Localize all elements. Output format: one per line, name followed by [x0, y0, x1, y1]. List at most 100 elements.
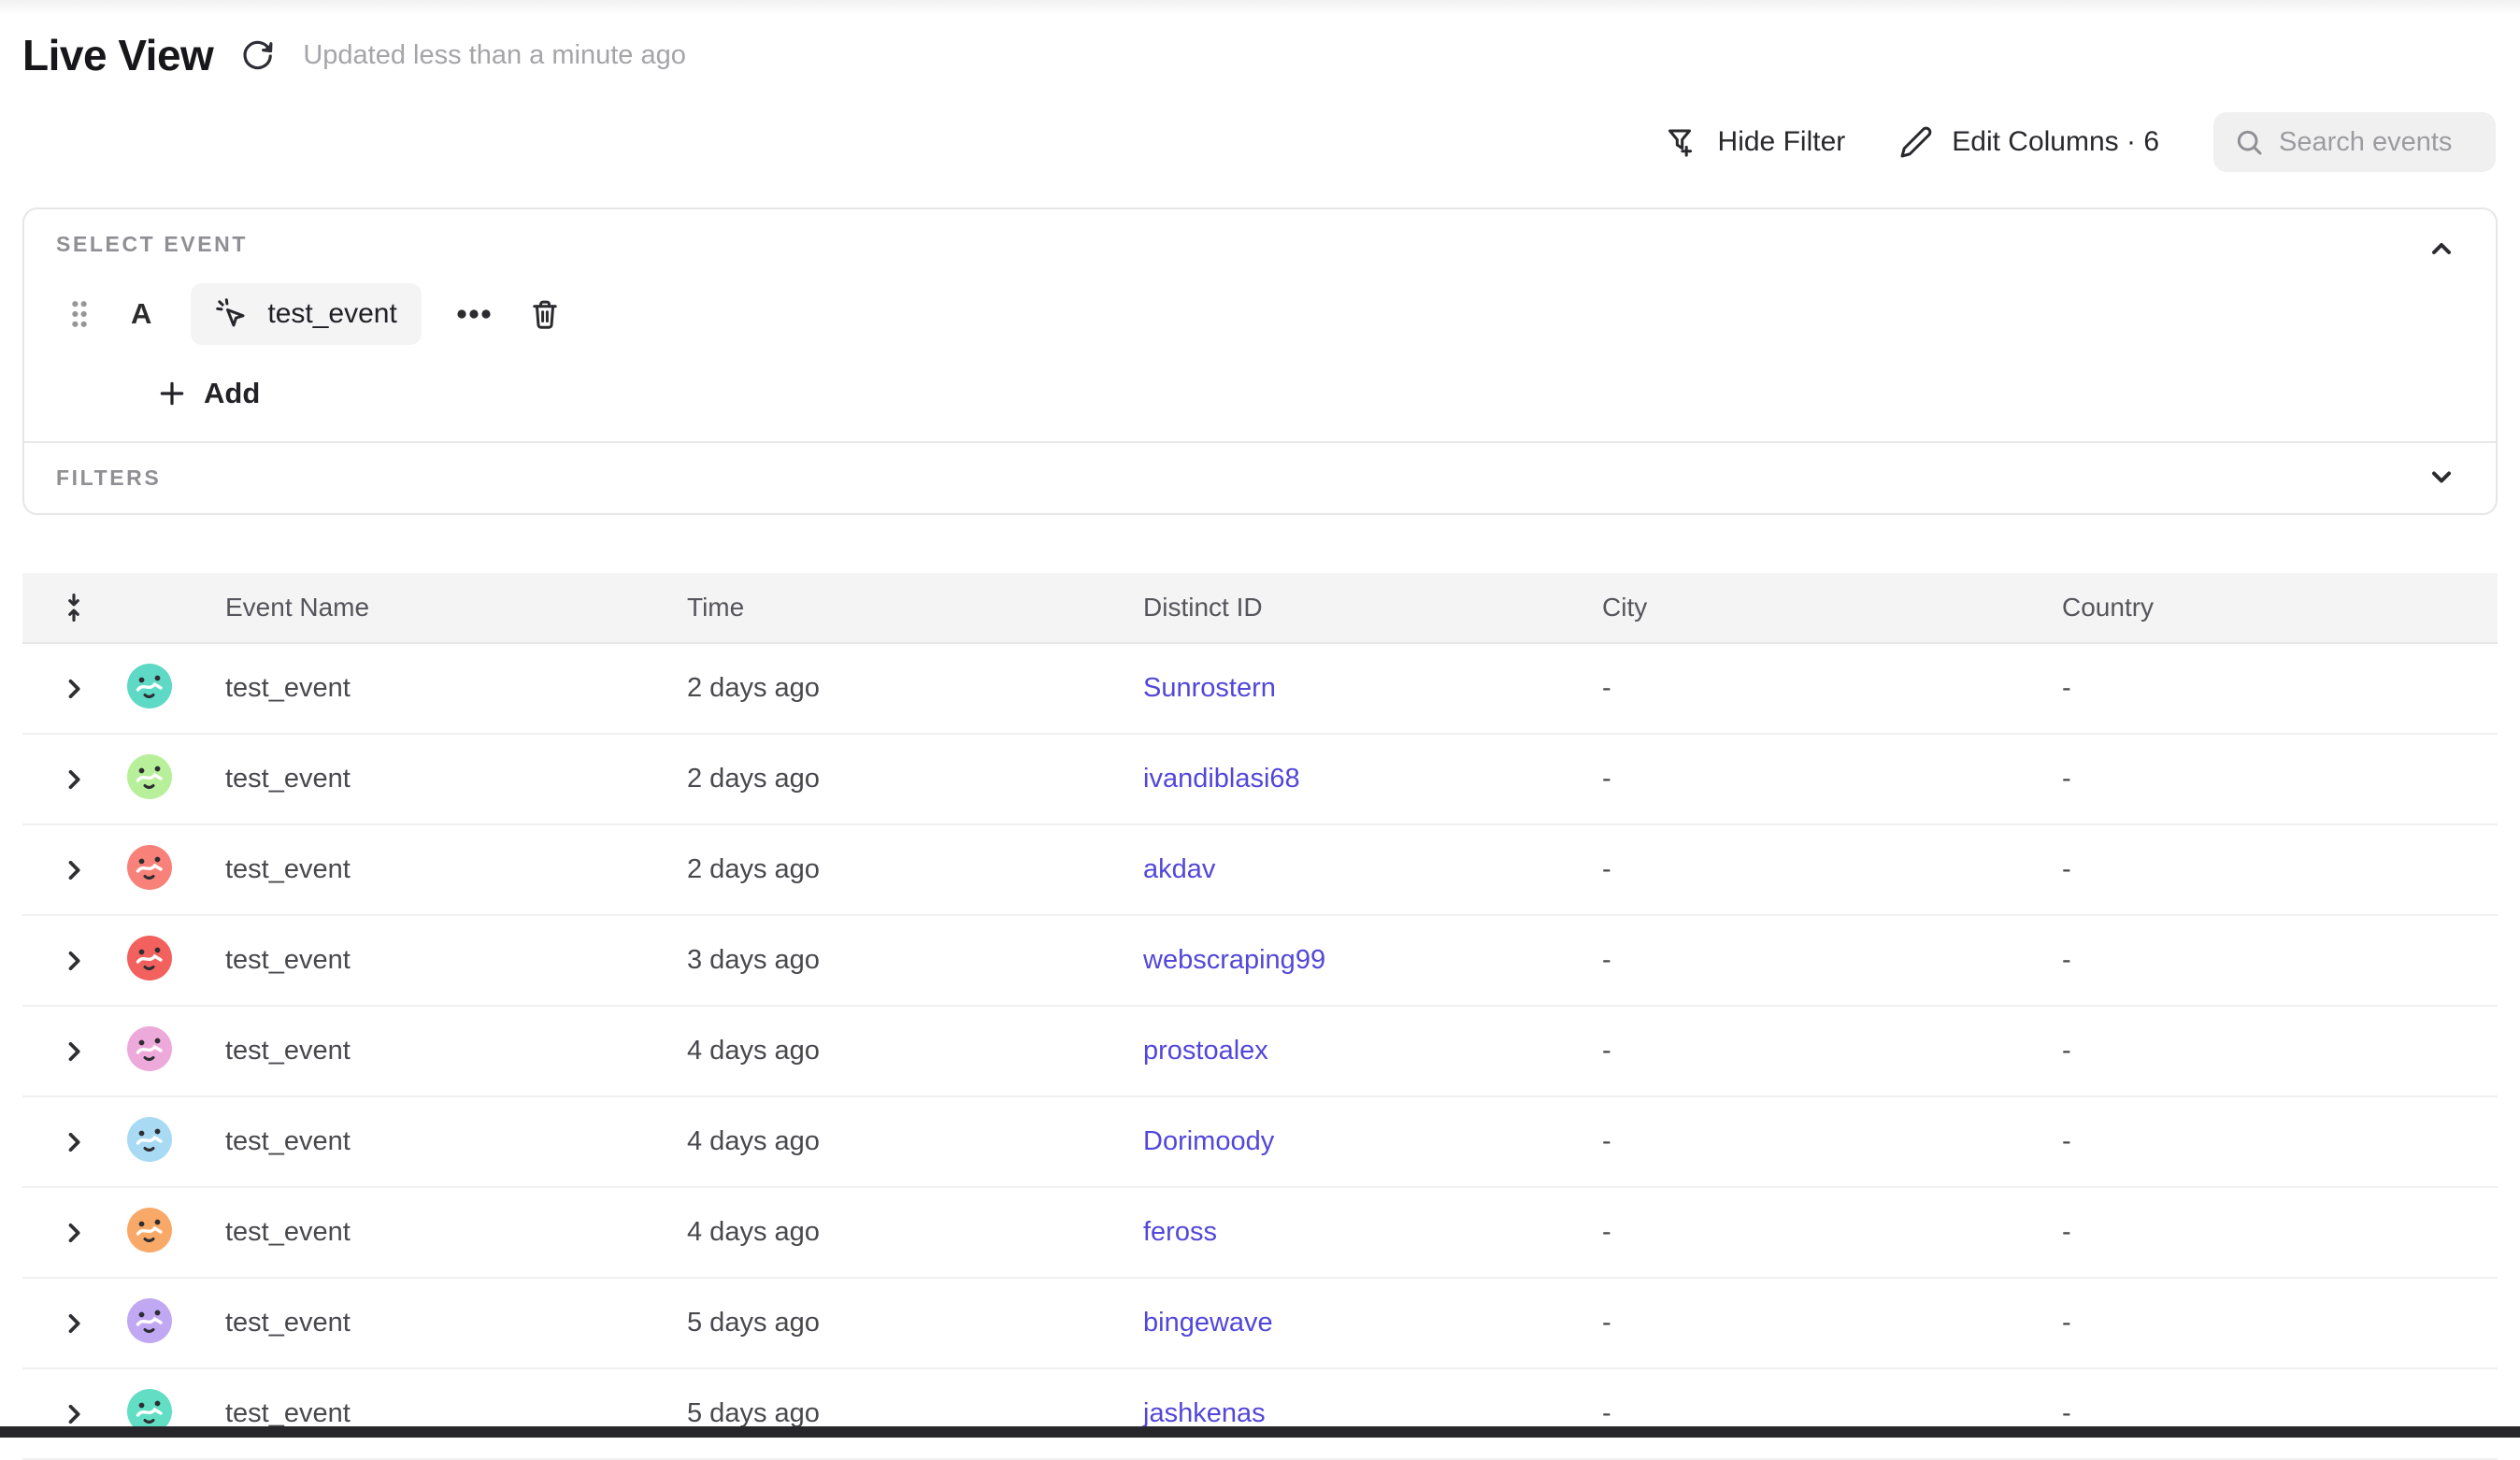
distinct-id-link[interactable]: feross: [1143, 1217, 1217, 1247]
city-cell: -: [1602, 945, 1611, 975]
row-expander-button[interactable]: [61, 766, 87, 793]
chevron-up-icon: [2427, 234, 2456, 264]
add-button-label: Add: [204, 377, 261, 409]
row-expander-button[interactable]: [61, 857, 87, 883]
edit-columns-label: Edit Columns · 6: [1952, 126, 2159, 157]
distinct-id-link[interactable]: ivandiblasi68: [1143, 764, 1300, 794]
distinct-id-link[interactable]: akdav: [1143, 854, 1216, 884]
select-event-label: SELECT EVENT: [56, 232, 249, 256]
toolbar: Hide Filter Edit Columns · 6: [0, 112, 2496, 172]
hide-filter-label: Hide Filter: [1717, 126, 1846, 157]
add-event-button[interactable]: Add: [157, 377, 260, 410]
row-expander-button[interactable]: [61, 1310, 87, 1337]
collapse-all-rows-button[interactable]: [58, 592, 90, 623]
time-cell: 2 days ago: [687, 764, 820, 794]
user-avatar: [127, 1026, 172, 1071]
pencil-icon: [1899, 125, 1933, 159]
column-header-distinct-id: Distinct ID: [1143, 593, 1263, 622]
event-name-cell: test_event: [225, 764, 351, 794]
drag-handle-icon[interactable]: [67, 298, 92, 330]
refresh-button[interactable]: [239, 37, 275, 73]
country-cell: -: [2062, 1126, 2071, 1156]
chevron-down-icon: [2427, 462, 2456, 492]
chevron-right-icon: [61, 1310, 87, 1337]
event-name-cell: test_event: [225, 1036, 351, 1066]
chevron-right-icon: [61, 1129, 87, 1155]
bottom-bar: [0, 1426, 2520, 1438]
city-cell: -: [1602, 1126, 1611, 1156]
page-title: Live View: [22, 31, 214, 79]
chevron-right-icon: [61, 857, 87, 883]
user-avatar: [127, 1208, 172, 1252]
collapse-select-event-button[interactable]: [2427, 234, 2456, 266]
distinct-id-link[interactable]: webscraping99: [1143, 945, 1326, 975]
chevron-right-icon: [61, 1220, 87, 1246]
city-cell: -: [1602, 1217, 1611, 1247]
city-cell: -: [1602, 1308, 1611, 1338]
event-name-cell: test_event: [225, 854, 351, 884]
hide-filter-button[interactable]: Hide Filter: [1666, 125, 1846, 159]
event-chip-label: test_event: [267, 298, 397, 329]
table-row: test_event 4 days ago Dorimoody - -: [22, 1097, 2498, 1188]
row-expander-button[interactable]: [61, 676, 87, 702]
event-chip-button[interactable]: test_event: [191, 283, 422, 345]
time-cell: 5 days ago: [687, 1308, 820, 1338]
edit-columns-button[interactable]: Edit Columns · 6: [1899, 125, 2159, 159]
event-name-cell: test_event: [225, 673, 351, 703]
column-header-city: City: [1602, 593, 1648, 622]
table-row: test_event 5 days ago jashkenas - -: [22, 1369, 2498, 1460]
row-expander-button[interactable]: [61, 948, 87, 974]
page-top-edge: [0, 0, 2520, 15]
event-name-cell: test_event: [225, 945, 351, 975]
city-cell: -: [1602, 1398, 1611, 1428]
search-events-input[interactable]: [2279, 126, 2475, 158]
country-cell: -: [2062, 854, 2071, 884]
user-avatar: [127, 1117, 172, 1162]
cursor-click-icon: [215, 297, 249, 331]
table-row: test_event 2 days ago ivandiblasi68 - -: [22, 735, 2498, 825]
user-avatar: [127, 936, 172, 980]
distinct-id-link[interactable]: prostoalex: [1143, 1036, 1268, 1066]
chevron-right-icon: [61, 766, 87, 793]
country-cell: -: [2062, 764, 2071, 794]
filter-plus-icon: [1666, 125, 1699, 159]
country-cell: -: [2062, 1308, 2071, 1338]
row-expander-button[interactable]: [61, 1129, 87, 1155]
table-row: test_event 3 days ago webscraping99 - -: [22, 916, 2498, 1007]
city-cell: -: [1602, 764, 1611, 794]
event-more-options-button[interactable]: [455, 303, 493, 325]
event-name-cell: test_event: [225, 1398, 351, 1428]
search-events-box[interactable]: [2213, 112, 2496, 172]
updated-status: Updated less than a minute ago: [303, 39, 686, 70]
distinct-id-link[interactable]: Dorimoody: [1143, 1126, 1275, 1156]
row-expander-button[interactable]: [61, 1038, 87, 1065]
table-row: test_event 4 days ago prostoalex - -: [22, 1007, 2498, 1097]
row-expander-button[interactable]: [61, 1220, 87, 1246]
page-header: Live View Updated less than a minute ago: [22, 30, 2520, 80]
event-delete-button[interactable]: [528, 297, 562, 331]
time-cell: 4 days ago: [687, 1036, 820, 1066]
city-cell: -: [1602, 673, 1611, 703]
chevron-right-icon: [61, 1038, 87, 1065]
event-name-cell: test_event: [225, 1308, 351, 1338]
distinct-id-link[interactable]: bingewave: [1143, 1308, 1273, 1338]
filters-label: FILTERS: [56, 465, 162, 490]
city-cell: -: [1602, 854, 1611, 884]
distinct-id-link[interactable]: jashkenas: [1143, 1398, 1266, 1428]
time-cell: 2 days ago: [687, 673, 820, 703]
select-event-section: SELECT EVENT A: [24, 209, 2496, 441]
column-header-time: Time: [687, 593, 745, 622]
expand-filters-button[interactable]: [2427, 462, 2456, 494]
table-row: test_event 4 days ago feross - -: [22, 1188, 2498, 1279]
search-icon: [2234, 127, 2264, 157]
user-avatar: [127, 664, 172, 709]
refresh-icon: [239, 37, 275, 73]
country-cell: -: [2062, 1217, 2071, 1247]
filters-section: FILTERS: [24, 441, 2496, 513]
country-cell: -: [2062, 1036, 2071, 1066]
time-cell: 4 days ago: [687, 1217, 820, 1247]
distinct-id-link[interactable]: Sunrostern: [1143, 673, 1276, 703]
row-expander-button[interactable]: [61, 1401, 87, 1427]
table-row: test_event 2 days ago akdav - -: [22, 825, 2498, 916]
table-row: test_event 2 days ago Sunrostern - -: [22, 644, 2498, 735]
